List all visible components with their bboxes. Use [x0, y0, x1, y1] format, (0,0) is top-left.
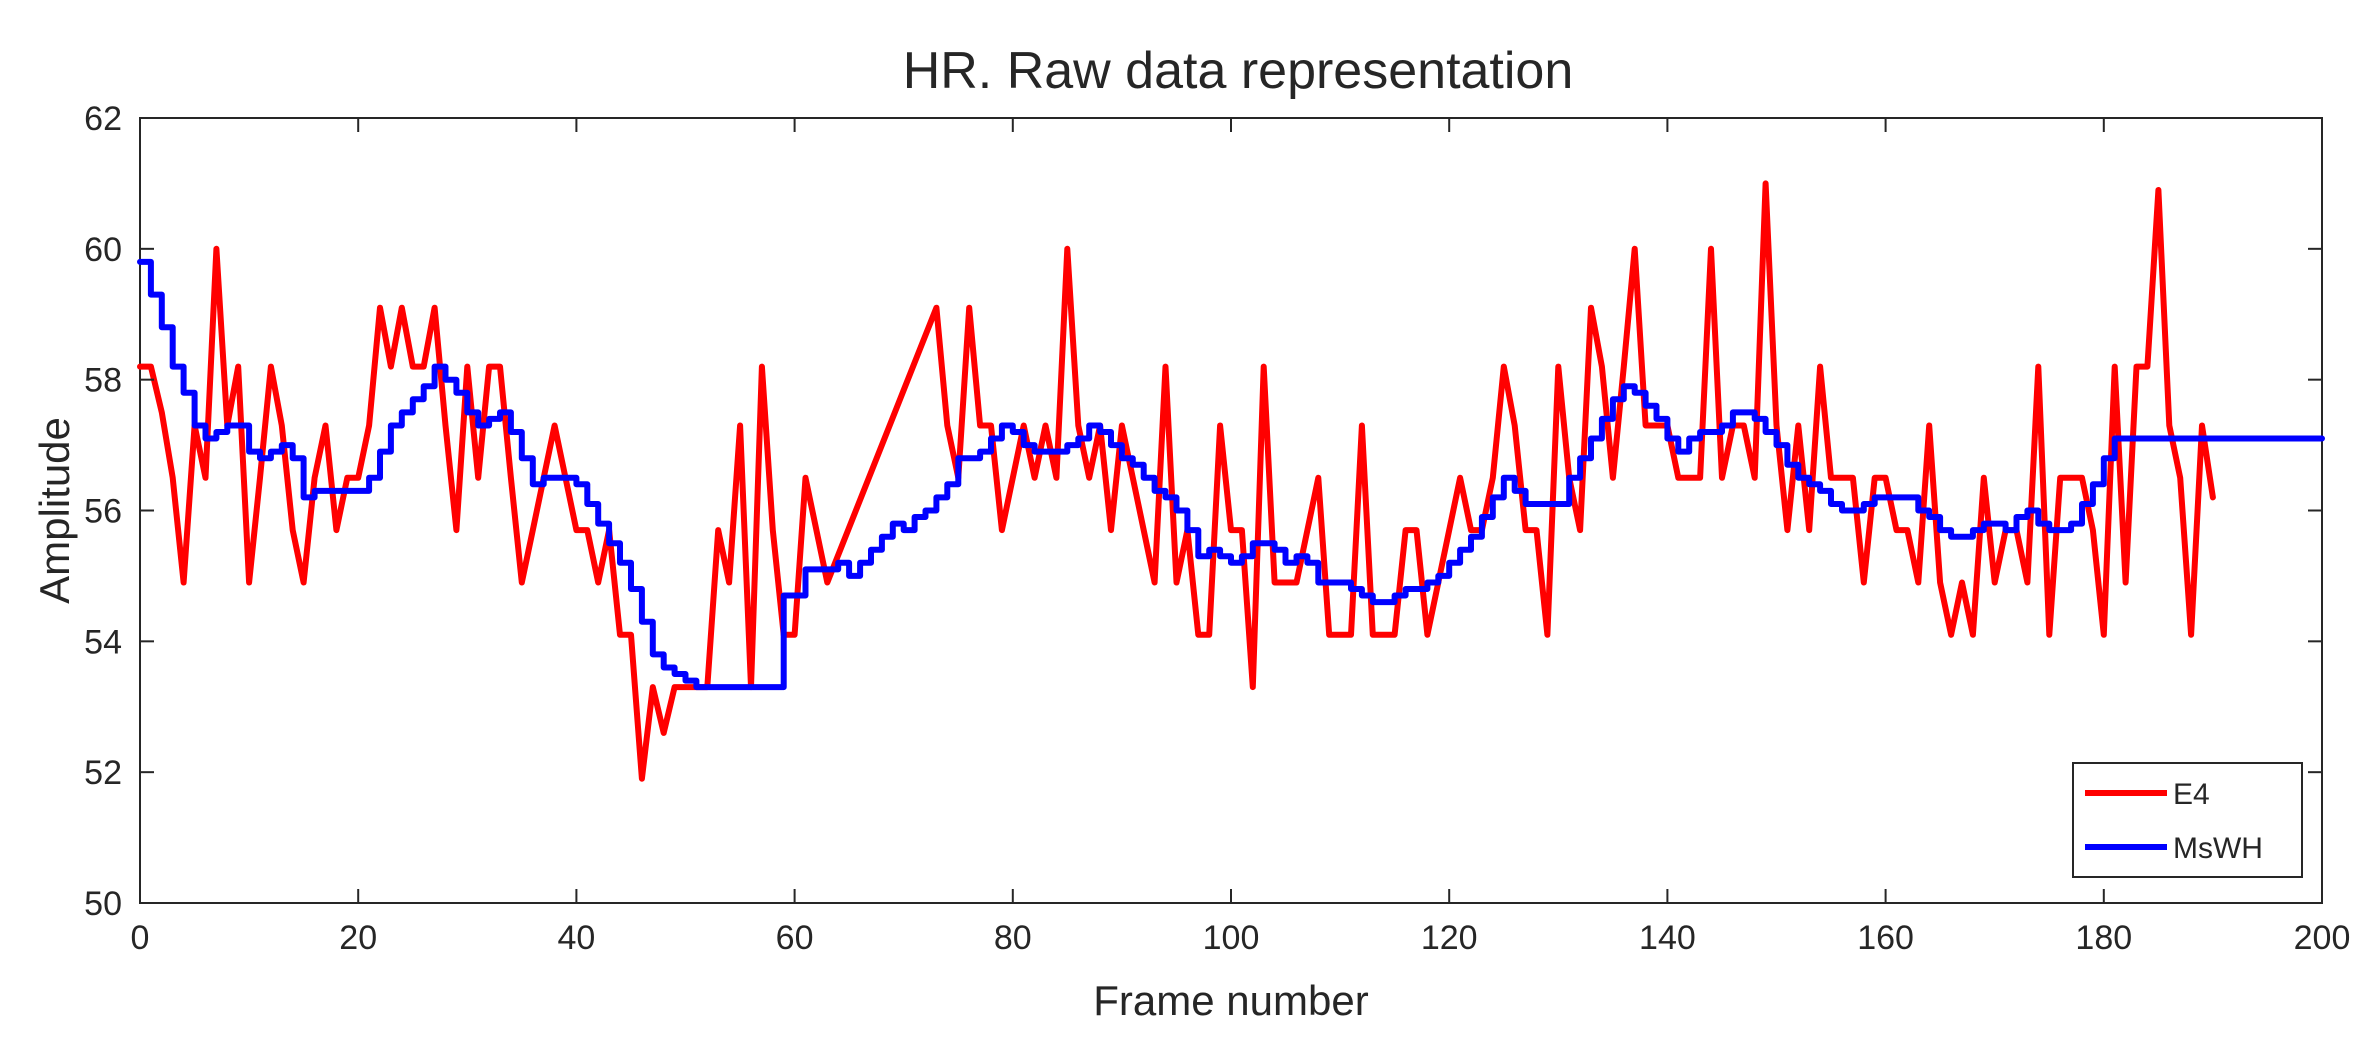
x-tick-label: 40 [557, 919, 595, 957]
x-axis-title: Frame number [1093, 977, 1368, 1024]
plot-area: 0 20 40 60 80 100 120 140 160 180 200 50 52 54 56 58 60 6… [84, 100, 2350, 957]
x-tick-label: 140 [1639, 919, 1696, 957]
x-tick-label: 80 [994, 919, 1032, 957]
series-layer [137, 180, 2325, 782]
legend-box [2072, 762, 2303, 878]
legend-label-e4: E4 [2173, 778, 2210, 811]
chart-title: HR. Raw data representation [903, 42, 1574, 100]
x-tick-label: 120 [1421, 919, 1478, 957]
x-tick-label: 200 [2294, 919, 2351, 957]
y-tick-label: 50 [84, 885, 122, 923]
y-axis-title: Amplitude [31, 417, 78, 604]
legend-label-mswh: MsWH [2173, 832, 2263, 865]
y-tick-label: 54 [84, 623, 122, 661]
y-tick-label: 56 [84, 493, 122, 531]
y-tick-label: 58 [84, 362, 122, 400]
y-tick-label: 62 [84, 100, 122, 138]
y-tick-label: 60 [84, 231, 122, 269]
series-line-mswh [137, 258, 2325, 691]
x-tick-label: 180 [2075, 919, 2132, 957]
x-tick-label: 100 [1203, 919, 1260, 957]
series-line-e4 [137, 180, 2216, 782]
x-tick-label: 160 [1857, 919, 1914, 957]
y-tick-label: 52 [84, 754, 122, 792]
x-tick-label: 0 [131, 919, 150, 957]
x-tick-label: 20 [339, 919, 377, 957]
legend: E4 MsWH [2072, 762, 2303, 878]
ticks-layer: 0 20 40 60 80 100 120 140 160 180 200 50 52 54 56 58 60 6… [84, 100, 2350, 957]
x-tick-label: 60 [776, 919, 814, 957]
